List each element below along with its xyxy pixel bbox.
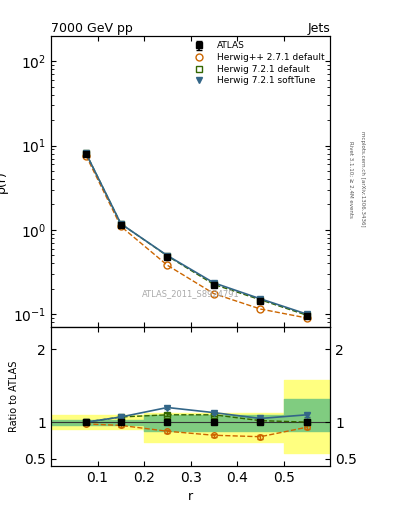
Herwig++ 2.7.1 default xyxy=(258,306,263,312)
Herwig 7.2.1 softTune xyxy=(119,221,123,227)
Y-axis label: ρ(r): ρ(r) xyxy=(0,170,7,193)
Herwig++ 2.7.1 default xyxy=(119,223,123,229)
Herwig 7.2.1 default xyxy=(211,282,216,288)
Herwig++ 2.7.1 default xyxy=(165,262,170,268)
Line: Herwig 7.2.1 softTune: Herwig 7.2.1 softTune xyxy=(83,150,310,317)
Herwig 7.2.1 softTune xyxy=(258,296,263,302)
Text: ATLAS_2011_S8924791: ATLAS_2011_S8924791 xyxy=(142,289,239,298)
Herwig 7.2.1 softTune xyxy=(165,252,170,259)
Herwig 7.2.1 default xyxy=(84,150,88,156)
Herwig++ 2.7.1 default xyxy=(305,315,309,321)
Herwig 7.2.1 default xyxy=(165,253,170,259)
Herwig++ 2.7.1 default xyxy=(84,153,88,159)
Text: 7000 GeV pp: 7000 GeV pp xyxy=(51,22,133,35)
Line: Herwig 7.2.1 default: Herwig 7.2.1 default xyxy=(83,150,310,318)
Herwig 7.2.1 default xyxy=(305,312,309,318)
Herwig++ 2.7.1 default xyxy=(211,291,216,297)
X-axis label: r: r xyxy=(188,490,193,503)
Y-axis label: Ratio to ATLAS: Ratio to ATLAS xyxy=(9,361,19,432)
Herwig 7.2.1 default xyxy=(258,296,263,303)
Herwig 7.2.1 softTune xyxy=(84,150,88,156)
Text: Rivet 3.1.10; ≥ 2.4M events: Rivet 3.1.10; ≥ 2.4M events xyxy=(348,141,353,218)
Text: Jets: Jets xyxy=(307,22,330,35)
Text: mcplots.cern.ch [arXiv:1306.3436]: mcplots.cern.ch [arXiv:1306.3436] xyxy=(360,132,365,227)
Herwig 7.2.1 default xyxy=(119,221,123,227)
Line: Herwig++ 2.7.1 default: Herwig++ 2.7.1 default xyxy=(83,152,310,322)
Legend: ATLAS, Herwig++ 2.7.1 default, Herwig 7.2.1 default, Herwig 7.2.1 softTune: ATLAS, Herwig++ 2.7.1 default, Herwig 7.… xyxy=(184,38,328,89)
Herwig 7.2.1 softTune xyxy=(211,280,216,286)
Herwig 7.2.1 softTune xyxy=(305,311,309,317)
